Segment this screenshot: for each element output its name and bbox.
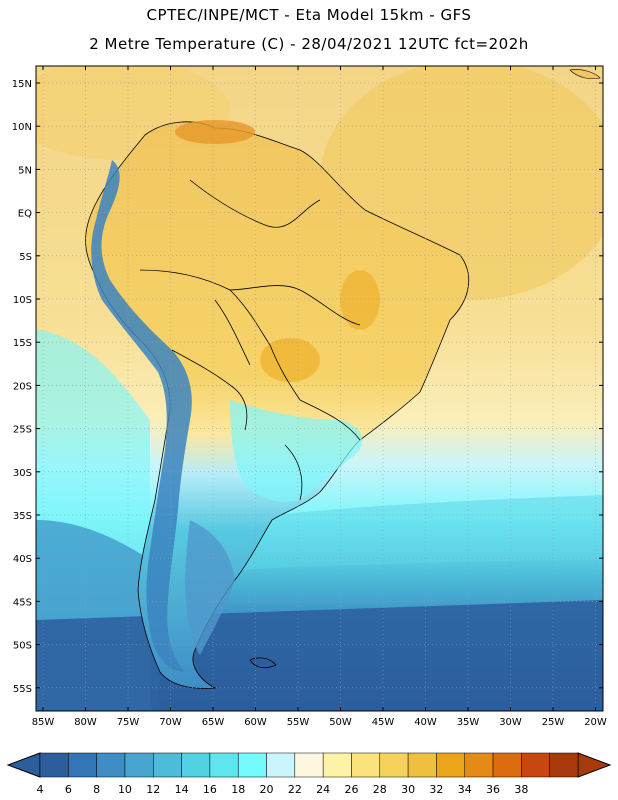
lon-label: 45W [372, 717, 395, 728]
cool-atlantic-band [230, 495, 603, 570]
colorbar-swatch [237, 752, 267, 778]
andes-cold-ridge [91, 160, 192, 672]
lon-label: 40W [414, 717, 437, 728]
lon-label: 80W [74, 717, 97, 728]
colorbar-swatch [124, 752, 154, 778]
colorbar-label: 30 [401, 783, 415, 796]
lat-label: 20S [13, 381, 32, 392]
colorbar-swatch [322, 752, 352, 778]
lat-label: 50S [13, 641, 32, 652]
colorbar-label: 20 [260, 783, 274, 796]
colorbar-swatch [266, 752, 296, 778]
lat-label: 15S [13, 338, 32, 349]
lon-label: 55W [287, 717, 310, 728]
lon-label: 85W [32, 717, 55, 728]
colorbar-swatch [521, 752, 550, 778]
map-title-line-2: 2 Metre Temperature (C) - 28/04/2021 12U… [89, 35, 529, 53]
plot-frame [35, 65, 604, 712]
lon-label: 30W [499, 717, 522, 728]
colorbar-label: 12 [146, 783, 160, 796]
colorbar-label: 14 [175, 783, 189, 796]
colorbar-label: 4 [37, 783, 44, 796]
south-america-land [85, 121, 469, 689]
colorbar-swatch [39, 752, 69, 778]
lon-label: 25W [542, 717, 565, 728]
colorbar-label: 38 [514, 783, 528, 796]
colorbar-right-arrow [577, 752, 612, 778]
hot-core-central-brazil [260, 338, 320, 382]
colorbar-swatch [351, 752, 381, 778]
colorbar-label: 18 [231, 783, 245, 796]
lon-label: 75W [117, 717, 140, 728]
colorbar-swatch [96, 752, 126, 778]
patagonia-cool [185, 520, 235, 655]
colorbar-swatch [549, 752, 579, 778]
colorbar: 4 6 8 10 12 14 16 18 20 22 24 26 28 30 32 34 36 38 [6, 752, 612, 796]
colorbar-swatch [436, 752, 465, 778]
lat-label: 40S [13, 554, 32, 565]
lat-label: 5N [18, 165, 32, 176]
lat-label: EQ [18, 209, 32, 220]
colorbar-label: 28 [373, 783, 387, 796]
lon-label: 50W [329, 717, 352, 728]
longitude-labels: 85W 80W 75W 70W 65W 60W 55W 50W 45W 40W 35W 30W 25W 2… [32, 66, 607, 728]
colorbar-swatch [181, 752, 211, 778]
lat-label: 10N [12, 122, 32, 133]
colorbar-label: 24 [316, 783, 330, 796]
colorbar-label: 22 [288, 783, 302, 796]
lat-label: 35S [13, 511, 32, 522]
lat-label: 45S [13, 597, 32, 608]
colorbar-swatch [492, 752, 522, 778]
lat-label: 30S [13, 468, 32, 479]
colorbar-left-arrow [6, 752, 41, 778]
colorbar-swatch [68, 752, 97, 778]
lat-label: 10S [13, 295, 32, 306]
colorbar-swatch [464, 752, 494, 778]
colorbar-label: 26 [344, 783, 358, 796]
graticule [36, 66, 603, 711]
country-borders [139, 179, 361, 501]
southern-brazil-cool [230, 400, 363, 502]
lon-label: 65W [202, 717, 225, 728]
map-title-line-1: CPTEC/INPE/MCT - Eta Model 15km - GFS [146, 6, 472, 24]
colorbar-label: 6 [65, 783, 72, 796]
lat-label: 15N [12, 79, 32, 90]
colorbar-label: 16 [203, 783, 217, 796]
colorbar-label: 10 [118, 783, 132, 796]
lon-label: 60W [244, 717, 267, 728]
colorbar-label: 34 [458, 783, 472, 796]
colorbar-label: 32 [429, 783, 443, 796]
hot-core-venezuela [175, 120, 255, 144]
latitude-labels: 15N 10N 5N EQ 5S 10S 15S 20S 25S 30S 35S 40S 45S 50S 5… [12, 79, 603, 695]
lon-label: 70W [159, 717, 182, 728]
lat-label: 5S [19, 252, 32, 263]
falkland-islands [249, 657, 277, 669]
colorbar-label: 8 [93, 783, 100, 796]
caribbean-island [569, 69, 601, 80]
colorbar-swatch [153, 752, 182, 778]
colorbar-swatch [294, 752, 324, 778]
colorbar-swatch [379, 752, 409, 778]
colorbar-label: 36 [486, 783, 500, 796]
lat-label: 25S [13, 425, 32, 436]
temperature-field [36, 66, 603, 711]
hot-core-northeast-brazil [340, 270, 380, 330]
lon-label: 20W [584, 717, 607, 728]
lon-label: 35W [457, 717, 480, 728]
lat-label: 55S [13, 684, 32, 695]
colorbar-swatch [407, 752, 437, 778]
colorbar-swatch [209, 752, 239, 778]
